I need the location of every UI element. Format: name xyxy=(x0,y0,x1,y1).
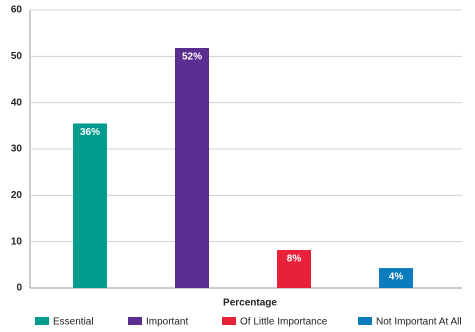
bar xyxy=(379,268,413,288)
legend-swatch xyxy=(35,317,49,325)
y-tick-label: 40 xyxy=(11,97,23,108)
y-tick-label: 10 xyxy=(11,236,23,247)
value-label: 8% xyxy=(287,254,302,265)
legend-swatch xyxy=(222,317,236,325)
legend-label: Essential xyxy=(53,317,94,328)
bar xyxy=(73,123,107,289)
value-label: 36% xyxy=(80,127,100,138)
value-label: 52% xyxy=(182,52,202,63)
value-label: 4% xyxy=(389,272,404,283)
bar xyxy=(277,250,311,288)
y-tick-label: 20 xyxy=(11,190,23,201)
legend-label: Not Important At All xyxy=(376,317,462,328)
legend-label: Important xyxy=(146,317,188,328)
bar xyxy=(175,47,209,288)
y-tick-label: 0 xyxy=(16,283,22,294)
legend-swatch xyxy=(358,317,372,325)
y-tick-label: 60 xyxy=(11,5,23,16)
legend-label: Of Little Importance xyxy=(240,317,328,328)
legend-swatch xyxy=(128,317,142,325)
y-tick-label: 50 xyxy=(11,51,23,62)
y-tick-label: 30 xyxy=(11,144,23,155)
x-axis-label: Percentage xyxy=(223,298,277,309)
